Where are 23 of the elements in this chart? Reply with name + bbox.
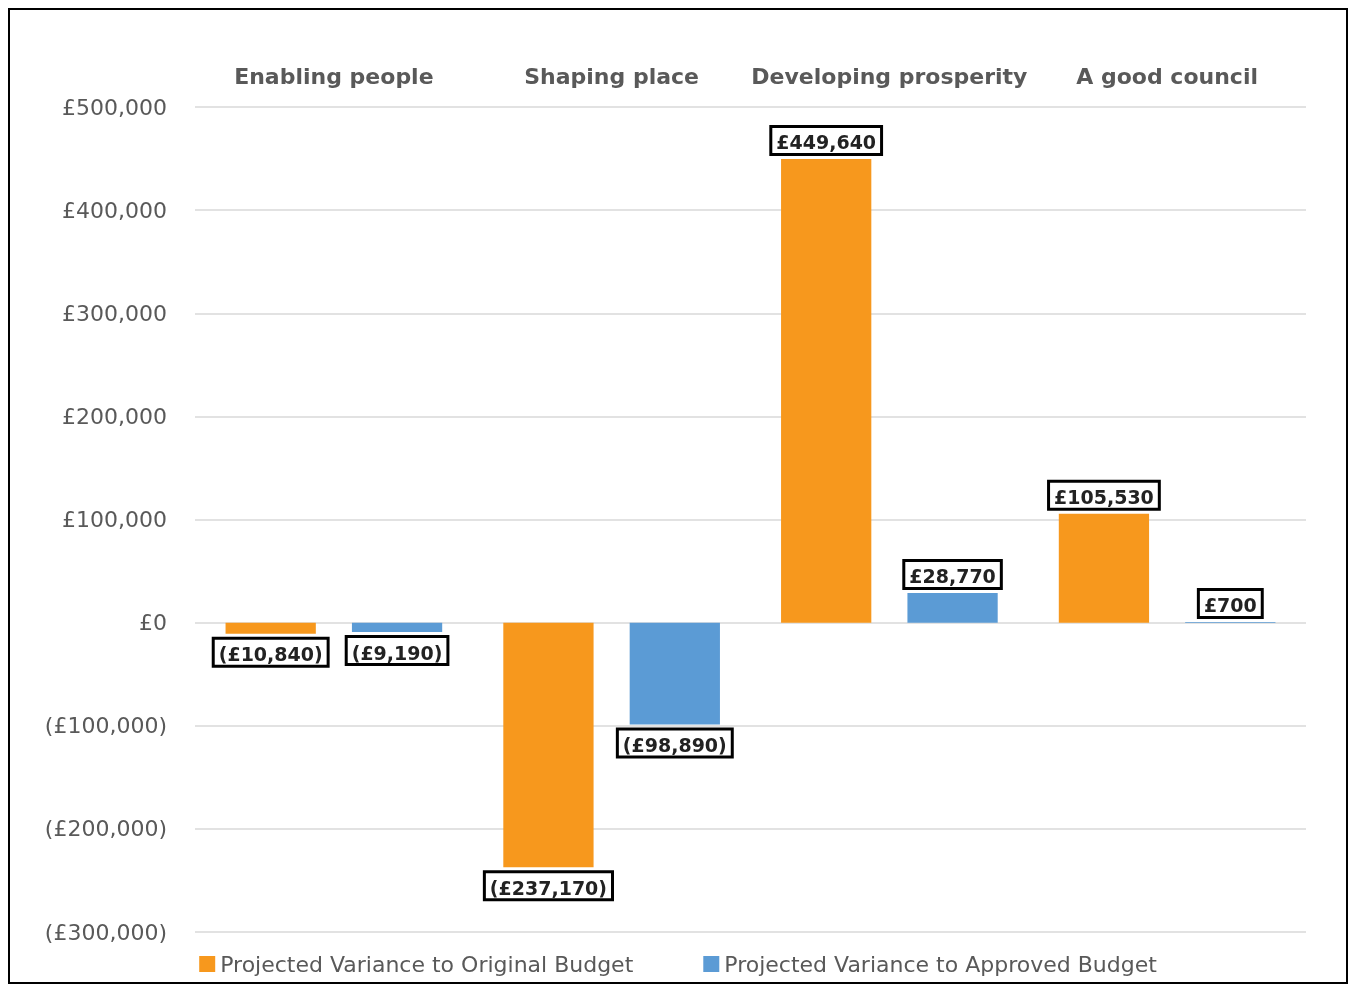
legend-label: Projected Variance to Approved Budget: [724, 951, 1158, 977]
y-tick-label: £500,000: [62, 94, 167, 120]
y-tick-label: (£200,000): [44, 816, 167, 842]
y-tick-label: £100,000: [62, 507, 167, 532]
x-tick-label: A good council: [1076, 63, 1258, 89]
y-tick-label: £0: [139, 610, 167, 636]
data-label: (£98,890): [622, 734, 727, 757]
data-label: £105,530: [1054, 486, 1154, 509]
legend-label: Projected Variance to Original Budget: [220, 951, 634, 977]
x-tick-label: Developing prosperity: [751, 63, 1028, 89]
y-tick-label: £400,000: [62, 197, 167, 223]
y-tick-label: £200,000: [62, 403, 167, 429]
y-tick-label: (£100,000): [44, 713, 167, 739]
data-label: £700: [1203, 594, 1257, 617]
y-tick-label: £300,000: [62, 300, 167, 326]
data-label: (£9,190): [351, 641, 443, 664]
y-tick-label: (£300,000): [44, 919, 167, 945]
data-label: (£10,840): [218, 643, 323, 666]
data-label: £449,640: [776, 131, 877, 154]
x-tick-label: Enabling people: [234, 63, 434, 89]
data-label: (£237,170): [489, 876, 608, 899]
data-label: £28,770: [909, 565, 996, 588]
x-tick-label: Shaping place: [524, 63, 700, 89]
